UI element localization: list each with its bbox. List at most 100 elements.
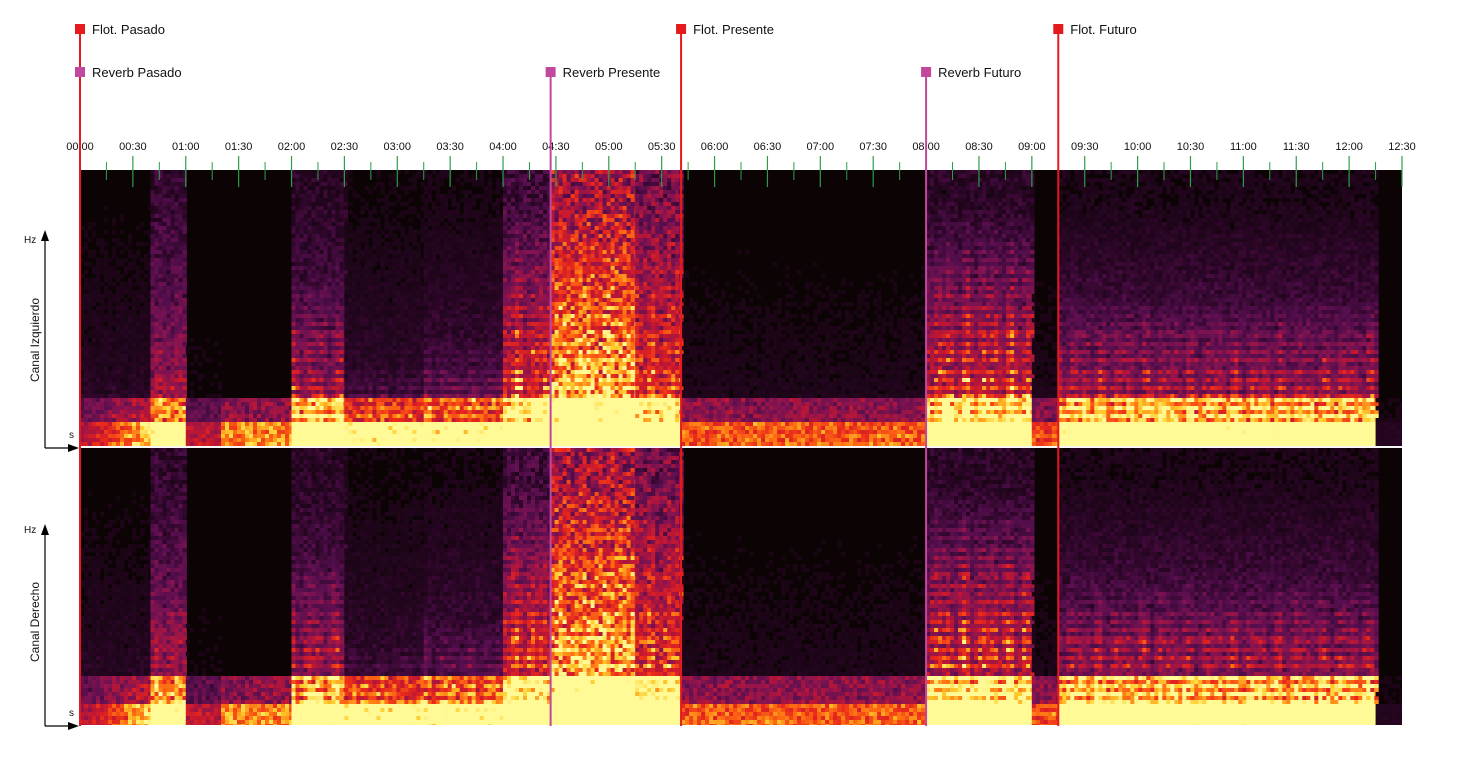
spectrogram-cell [151, 426, 155, 430]
spectrogram-cell [112, 406, 116, 410]
spectrogram-cell [360, 258, 364, 262]
spectrogram-cell [120, 274, 124, 278]
spectrogram-cell [400, 266, 404, 270]
spectrogram-cell [428, 362, 432, 366]
spectrogram-cell [384, 362, 388, 366]
spectrogram-cell [112, 314, 116, 318]
spectrogram-cell [320, 442, 324, 446]
spectrogram-cell [464, 178, 468, 182]
spectrogram-cell [388, 302, 392, 306]
spectrogram-cell [376, 218, 380, 222]
spectrogram-cell [84, 390, 88, 394]
spectrogram-cell [392, 414, 396, 418]
spectrogram-cell [120, 386, 124, 390]
spectrogram-cell [460, 354, 464, 358]
spectrogram-cell [412, 182, 416, 186]
spectrogram-cell [167, 430, 171, 434]
spectrogram-cell [480, 422, 484, 426]
spectrogram-cell [436, 390, 440, 394]
spectrogram-cell [428, 426, 432, 430]
spectrogram-cell [328, 182, 332, 186]
spectrogram-cell [436, 394, 440, 398]
spectrogram-cell [336, 194, 340, 198]
spectrogram-cell [448, 390, 452, 394]
spectrogram-cell [312, 306, 316, 310]
spectrogram-cell [167, 210, 171, 214]
spectrogram-cell [265, 434, 269, 438]
spectrogram-cell [440, 258, 444, 262]
spectrogram-cell [384, 214, 388, 218]
spectrogram-cell [384, 254, 388, 258]
spectrogram-cell [159, 226, 163, 230]
spectrogram-cell [392, 226, 396, 230]
spectrogram-cell [348, 366, 352, 370]
spectrogram-cell [392, 374, 396, 378]
spectrogram-cell [444, 258, 448, 262]
spectrogram-cell [277, 398, 281, 402]
spectrogram-cell [404, 370, 408, 374]
spectrogram-cell [348, 202, 352, 206]
spectrogram-cell [163, 310, 167, 314]
spectrogram-cell [436, 266, 440, 270]
spectrogram-cell [112, 410, 116, 414]
spectrogram-cell [269, 414, 273, 418]
spectrogram-cell [452, 434, 456, 438]
spectrogram-cell [296, 346, 300, 350]
spectrogram-cell [175, 442, 179, 446]
spectrogram-cell [372, 422, 376, 426]
spectrogram-cell [464, 350, 468, 354]
spectrogram-cell [448, 378, 452, 382]
spectrogram-cell [116, 258, 120, 262]
spectrogram-cell [88, 386, 92, 390]
spectrogram-cell [392, 278, 396, 282]
spectrogram-cell [440, 406, 444, 410]
spectrogram-cell [132, 414, 136, 418]
spectrogram-cell [412, 174, 416, 178]
spectrogram-cell [364, 270, 368, 274]
spectrogram-cell [448, 238, 452, 242]
spectrogram-cell [452, 270, 456, 274]
spectrogram-cell [452, 194, 456, 198]
spectrogram-cell [452, 242, 456, 246]
spectrogram-cell [392, 310, 396, 314]
spectrogram-cell [480, 374, 484, 378]
spectrogram-cell [167, 442, 171, 446]
spectrogram-cell [273, 402, 277, 406]
spectrogram-cell [92, 322, 96, 326]
spectrogram-cell [296, 266, 300, 270]
spectrogram-cell [175, 374, 179, 378]
spectrogram-cell [132, 398, 136, 402]
spectrogram-cell [396, 406, 400, 410]
spectrogram-cell [456, 390, 460, 394]
spectrogram-cell [88, 438, 92, 442]
spectrogram-cell [124, 422, 128, 426]
spectrogram-cell [356, 230, 360, 234]
spectrogram-cell [412, 418, 416, 422]
spectrogram-cell [476, 410, 480, 414]
spectrogram-cell [348, 406, 352, 410]
spectrogram-cell [300, 374, 304, 378]
spectrogram-cell [136, 334, 140, 338]
spectrogram-cell [92, 438, 96, 442]
spectrogram-cell [444, 374, 448, 378]
spectrogram-cell [376, 278, 380, 282]
spectrogram-cell [396, 338, 400, 342]
spectrogram-cell [352, 314, 356, 318]
spectrogram-cell [396, 362, 400, 366]
spectrogram-cell [356, 246, 360, 250]
spectrogram-cell [277, 442, 281, 446]
spectrogram-cell [396, 382, 400, 386]
spectrogram-cell [372, 334, 376, 338]
spectrogram-cell [167, 258, 171, 262]
spectrogram-cell [136, 374, 140, 378]
spectrogram-cell [328, 202, 332, 206]
spectrogram-cell [190, 402, 194, 406]
spectrogram-cell [159, 398, 163, 402]
spectrogram-cell [128, 254, 132, 258]
spectrogram-cell [183, 230, 187, 234]
spectrogram-cell [155, 194, 159, 198]
spectrogram-cell [198, 426, 202, 430]
spectrogram-cell [108, 386, 112, 390]
spectrogram-cell [221, 422, 225, 426]
spectrogram-cell [308, 438, 312, 442]
